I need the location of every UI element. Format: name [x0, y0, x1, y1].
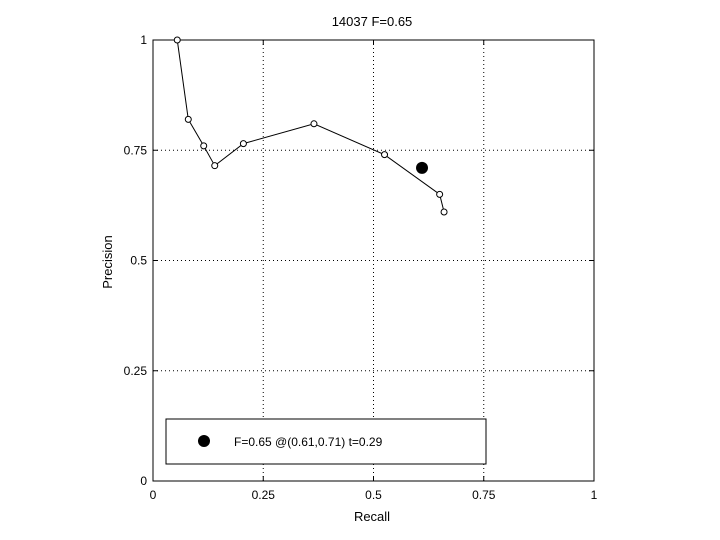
x-axis-title: Recall — [354, 509, 390, 524]
y-tick-label: 1 — [140, 33, 147, 47]
y-tick-label: 0.5 — [130, 254, 147, 268]
data-point — [184, 115, 192, 123]
data-point — [310, 120, 318, 128]
x-tick-label: 0.75 — [472, 488, 496, 502]
legend: F=0.65 @(0.61,0.71) t=0.29 — [165, 418, 487, 465]
data-point — [381, 151, 389, 159]
data-point — [440, 208, 448, 216]
chart-title: 14037 F=0.65 — [332, 14, 413, 29]
x-tick-label: 0.25 — [252, 488, 276, 502]
legend-label: F=0.65 @(0.61,0.71) t=0.29 — [234, 435, 383, 449]
y-tick-label: 0.25 — [124, 364, 148, 378]
x-tick-label: 0 — [150, 488, 157, 502]
grid-lines — [153, 40, 594, 481]
x-tick-label: 1 — [591, 488, 598, 502]
best-f-point — [416, 161, 429, 174]
data-point — [211, 162, 219, 170]
y-axis-title: Precision — [100, 235, 115, 288]
data-point — [239, 140, 247, 148]
data-point — [200, 142, 208, 150]
series-group — [173, 36, 448, 216]
x-tick-label: 0.5 — [365, 488, 382, 502]
legend-box — [165, 418, 487, 465]
plot-frame — [152, 39, 595, 482]
y-tick-label: 0.75 — [124, 143, 148, 157]
data-point — [436, 190, 444, 198]
tick-labels: 0 0.25 0.5 0.75 1 0 0.25 0.5 0.75 1 — [124, 33, 598, 502]
data-point — [173, 36, 181, 44]
y-tick-label: 0 — [140, 474, 147, 488]
legend-marker — [198, 435, 210, 447]
series-line — [176, 39, 445, 213]
